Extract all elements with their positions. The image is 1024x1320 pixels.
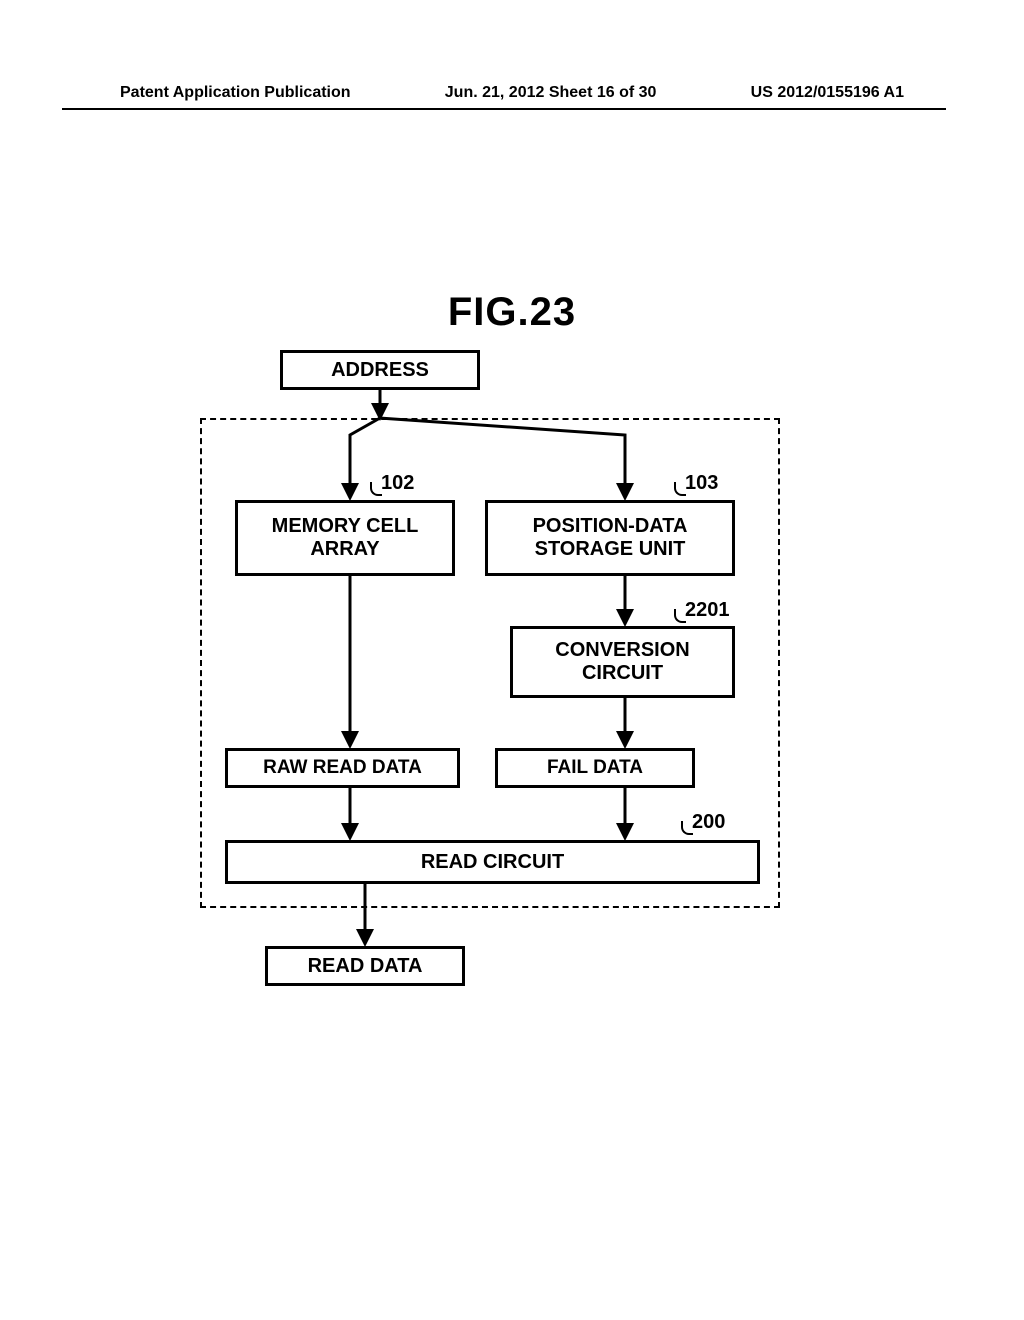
diagram: ADDRESS MEMORY CELL ARRAY POSITION-DATA …: [195, 350, 785, 1030]
figure-title: FIG.23: [0, 290, 1024, 335]
header-rule: [62, 108, 946, 110]
header-left: Patent Application Publication: [120, 84, 351, 102]
header-mid: Jun. 21, 2012 Sheet 16 of 30: [445, 84, 657, 102]
page: Patent Application Publication Jun. 21, …: [0, 0, 1024, 1320]
page-header: Patent Application Publication Jun. 21, …: [0, 84, 1024, 102]
header-right: US 2012/0155196 A1: [751, 84, 904, 102]
edges: [195, 350, 785, 1030]
